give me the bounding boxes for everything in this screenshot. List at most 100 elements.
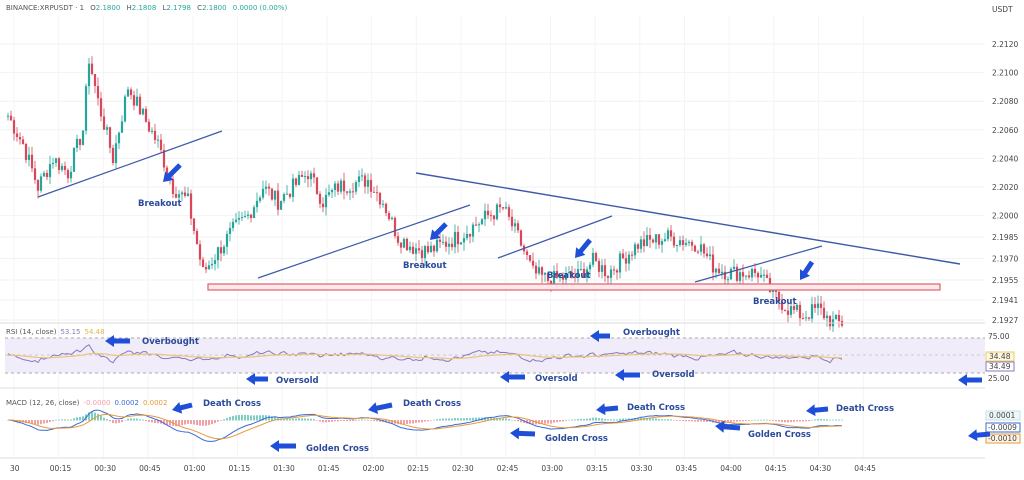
macd-histogram-bar xyxy=(169,420,171,426)
macd-histogram-bar xyxy=(745,420,747,422)
macd-histogram-bar xyxy=(739,420,741,422)
candle-body xyxy=(132,95,136,106)
candle-body xyxy=(471,224,475,237)
rsi-lower-label: 25.00 xyxy=(988,374,1010,383)
macd-histogram-bar xyxy=(652,418,654,421)
time-tick: 03:45 xyxy=(676,464,698,473)
trendline-4[interactable] xyxy=(694,245,823,283)
support-zone[interactable] xyxy=(207,283,941,291)
candle-body xyxy=(744,275,748,277)
macd-histogram-bar xyxy=(82,416,84,421)
candle-body xyxy=(291,178,295,197)
trendline-2[interactable] xyxy=(257,204,471,279)
macd-histogram-bar xyxy=(523,420,525,424)
macd-histogram-bar xyxy=(688,420,690,422)
macd-histogram-bar xyxy=(691,420,693,422)
candle-body xyxy=(501,207,505,209)
macd-histogram-bar xyxy=(208,420,210,426)
trendline-3[interactable] xyxy=(497,215,613,259)
candle-body xyxy=(675,244,679,246)
macd-histogram-bar xyxy=(151,420,153,423)
macd-histogram-bar xyxy=(367,419,369,421)
candle-body xyxy=(690,241,694,246)
candle-body xyxy=(447,243,451,247)
macd-histogram-bar xyxy=(451,418,453,421)
candle-body xyxy=(96,86,100,99)
candle-body xyxy=(837,314,841,321)
macd-histogram-bar xyxy=(574,419,576,421)
candle-body xyxy=(777,291,781,302)
candle-body xyxy=(216,247,220,261)
macd-histogram-bar xyxy=(106,419,108,421)
arrow-icon xyxy=(968,429,991,442)
macd-histogram-bar xyxy=(757,419,759,421)
macd-histogram-bar xyxy=(805,420,807,422)
candle-body xyxy=(165,167,169,175)
macd-histogram xyxy=(7,411,843,427)
macd-histogram-bar xyxy=(802,420,804,422)
candle-body xyxy=(351,191,355,193)
candle-body xyxy=(606,276,610,278)
macd-histogram-bar xyxy=(145,420,147,421)
candle-body xyxy=(651,239,655,243)
candle-body xyxy=(633,244,637,256)
macd-histogram-bar xyxy=(115,420,117,424)
candle-body xyxy=(714,268,718,273)
macd-histogram-bar xyxy=(379,420,381,422)
candle-body xyxy=(618,253,622,273)
trendline-1[interactable] xyxy=(37,130,223,198)
macd-histogram-bar xyxy=(820,418,822,421)
candle-body xyxy=(720,271,724,274)
arrow-icon xyxy=(615,369,640,381)
macd-histogram-bar xyxy=(304,418,306,421)
macd-histogram-bar xyxy=(748,420,750,421)
price-tick: 2.1927 xyxy=(992,316,1018,325)
macd-histogram-bar xyxy=(190,420,192,425)
macd-histogram-bar xyxy=(334,420,336,422)
descending-resistance[interactable] xyxy=(415,172,961,265)
candle-body xyxy=(393,217,397,237)
macd-histogram-bar xyxy=(388,420,390,423)
candle-body xyxy=(105,127,109,130)
candle-body xyxy=(585,269,589,278)
macd-histogram-bar xyxy=(421,420,423,423)
macd-histogram-bar xyxy=(373,420,375,422)
arrow-icon xyxy=(105,335,130,347)
time-tick: 30 xyxy=(10,464,20,473)
macd-histogram-bar xyxy=(799,420,801,422)
candle-body xyxy=(810,304,814,319)
candle-body xyxy=(225,233,229,247)
macd-histogram-bar xyxy=(43,420,45,424)
candle-body xyxy=(624,258,628,264)
candle-body xyxy=(723,271,727,280)
candle-body xyxy=(342,180,346,192)
candle-body xyxy=(120,121,124,133)
macd-histogram-bar xyxy=(49,420,51,422)
candle-body xyxy=(537,267,541,274)
macd-histogram-bar xyxy=(361,419,363,421)
candle-body xyxy=(510,216,514,227)
macd-histogram-bar xyxy=(736,420,738,422)
macd-histogram-bar xyxy=(67,419,69,421)
macd-histogram-bar xyxy=(610,419,612,421)
candle-body xyxy=(552,270,556,287)
candle-body xyxy=(243,216,247,218)
candle-body xyxy=(423,246,427,259)
candle-body xyxy=(189,193,193,219)
candle-body xyxy=(603,265,607,277)
candle-body xyxy=(147,121,151,132)
candle-body xyxy=(183,192,187,196)
candle-body xyxy=(711,254,715,273)
macd-histogram-bar xyxy=(400,420,402,425)
candle-body xyxy=(660,241,664,245)
candle-body xyxy=(396,236,400,243)
candle-body xyxy=(642,239,646,247)
candle-body xyxy=(252,207,256,219)
macd-histogram-bar xyxy=(577,419,579,421)
overbought-label: Overbought xyxy=(142,337,199,347)
candle-body xyxy=(486,210,490,216)
price-scale[interactable]: 2.2120 2.2100 2.2080 2.2060 2.2040 2.2020 2.20… xyxy=(992,40,1018,325)
time-axis[interactable]: 30 00:15 00:30 00:45 01:00 01:15 01:30 01:45 02:… xyxy=(10,464,876,473)
